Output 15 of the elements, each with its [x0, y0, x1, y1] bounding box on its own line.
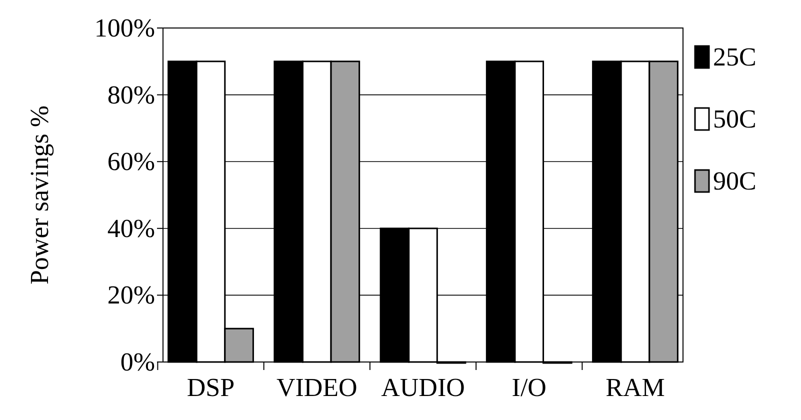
y-tick-label: 0%	[120, 348, 155, 376]
legend-label: 90C	[713, 166, 756, 196]
y-axis-title: Power savings %	[25, 105, 54, 285]
y-tick-label: 100%	[94, 14, 155, 42]
legend-label: 50C	[713, 104, 756, 134]
y-tick-label: 40%	[107, 214, 155, 243]
x-tick-label: VIDEO	[276, 373, 358, 402]
y-tick-label: 20%	[107, 280, 155, 310]
x-tick-label: AUDIO	[381, 373, 465, 402]
x-tick-label: I/O	[512, 373, 546, 402]
x-tick-label: DSP	[186, 373, 235, 402]
y-tick-label: 60%	[107, 147, 155, 176]
x-tick-label: RAM	[606, 373, 665, 402]
y-tick-label: 80%	[107, 80, 155, 110]
legend-label: 25C	[713, 42, 756, 72]
